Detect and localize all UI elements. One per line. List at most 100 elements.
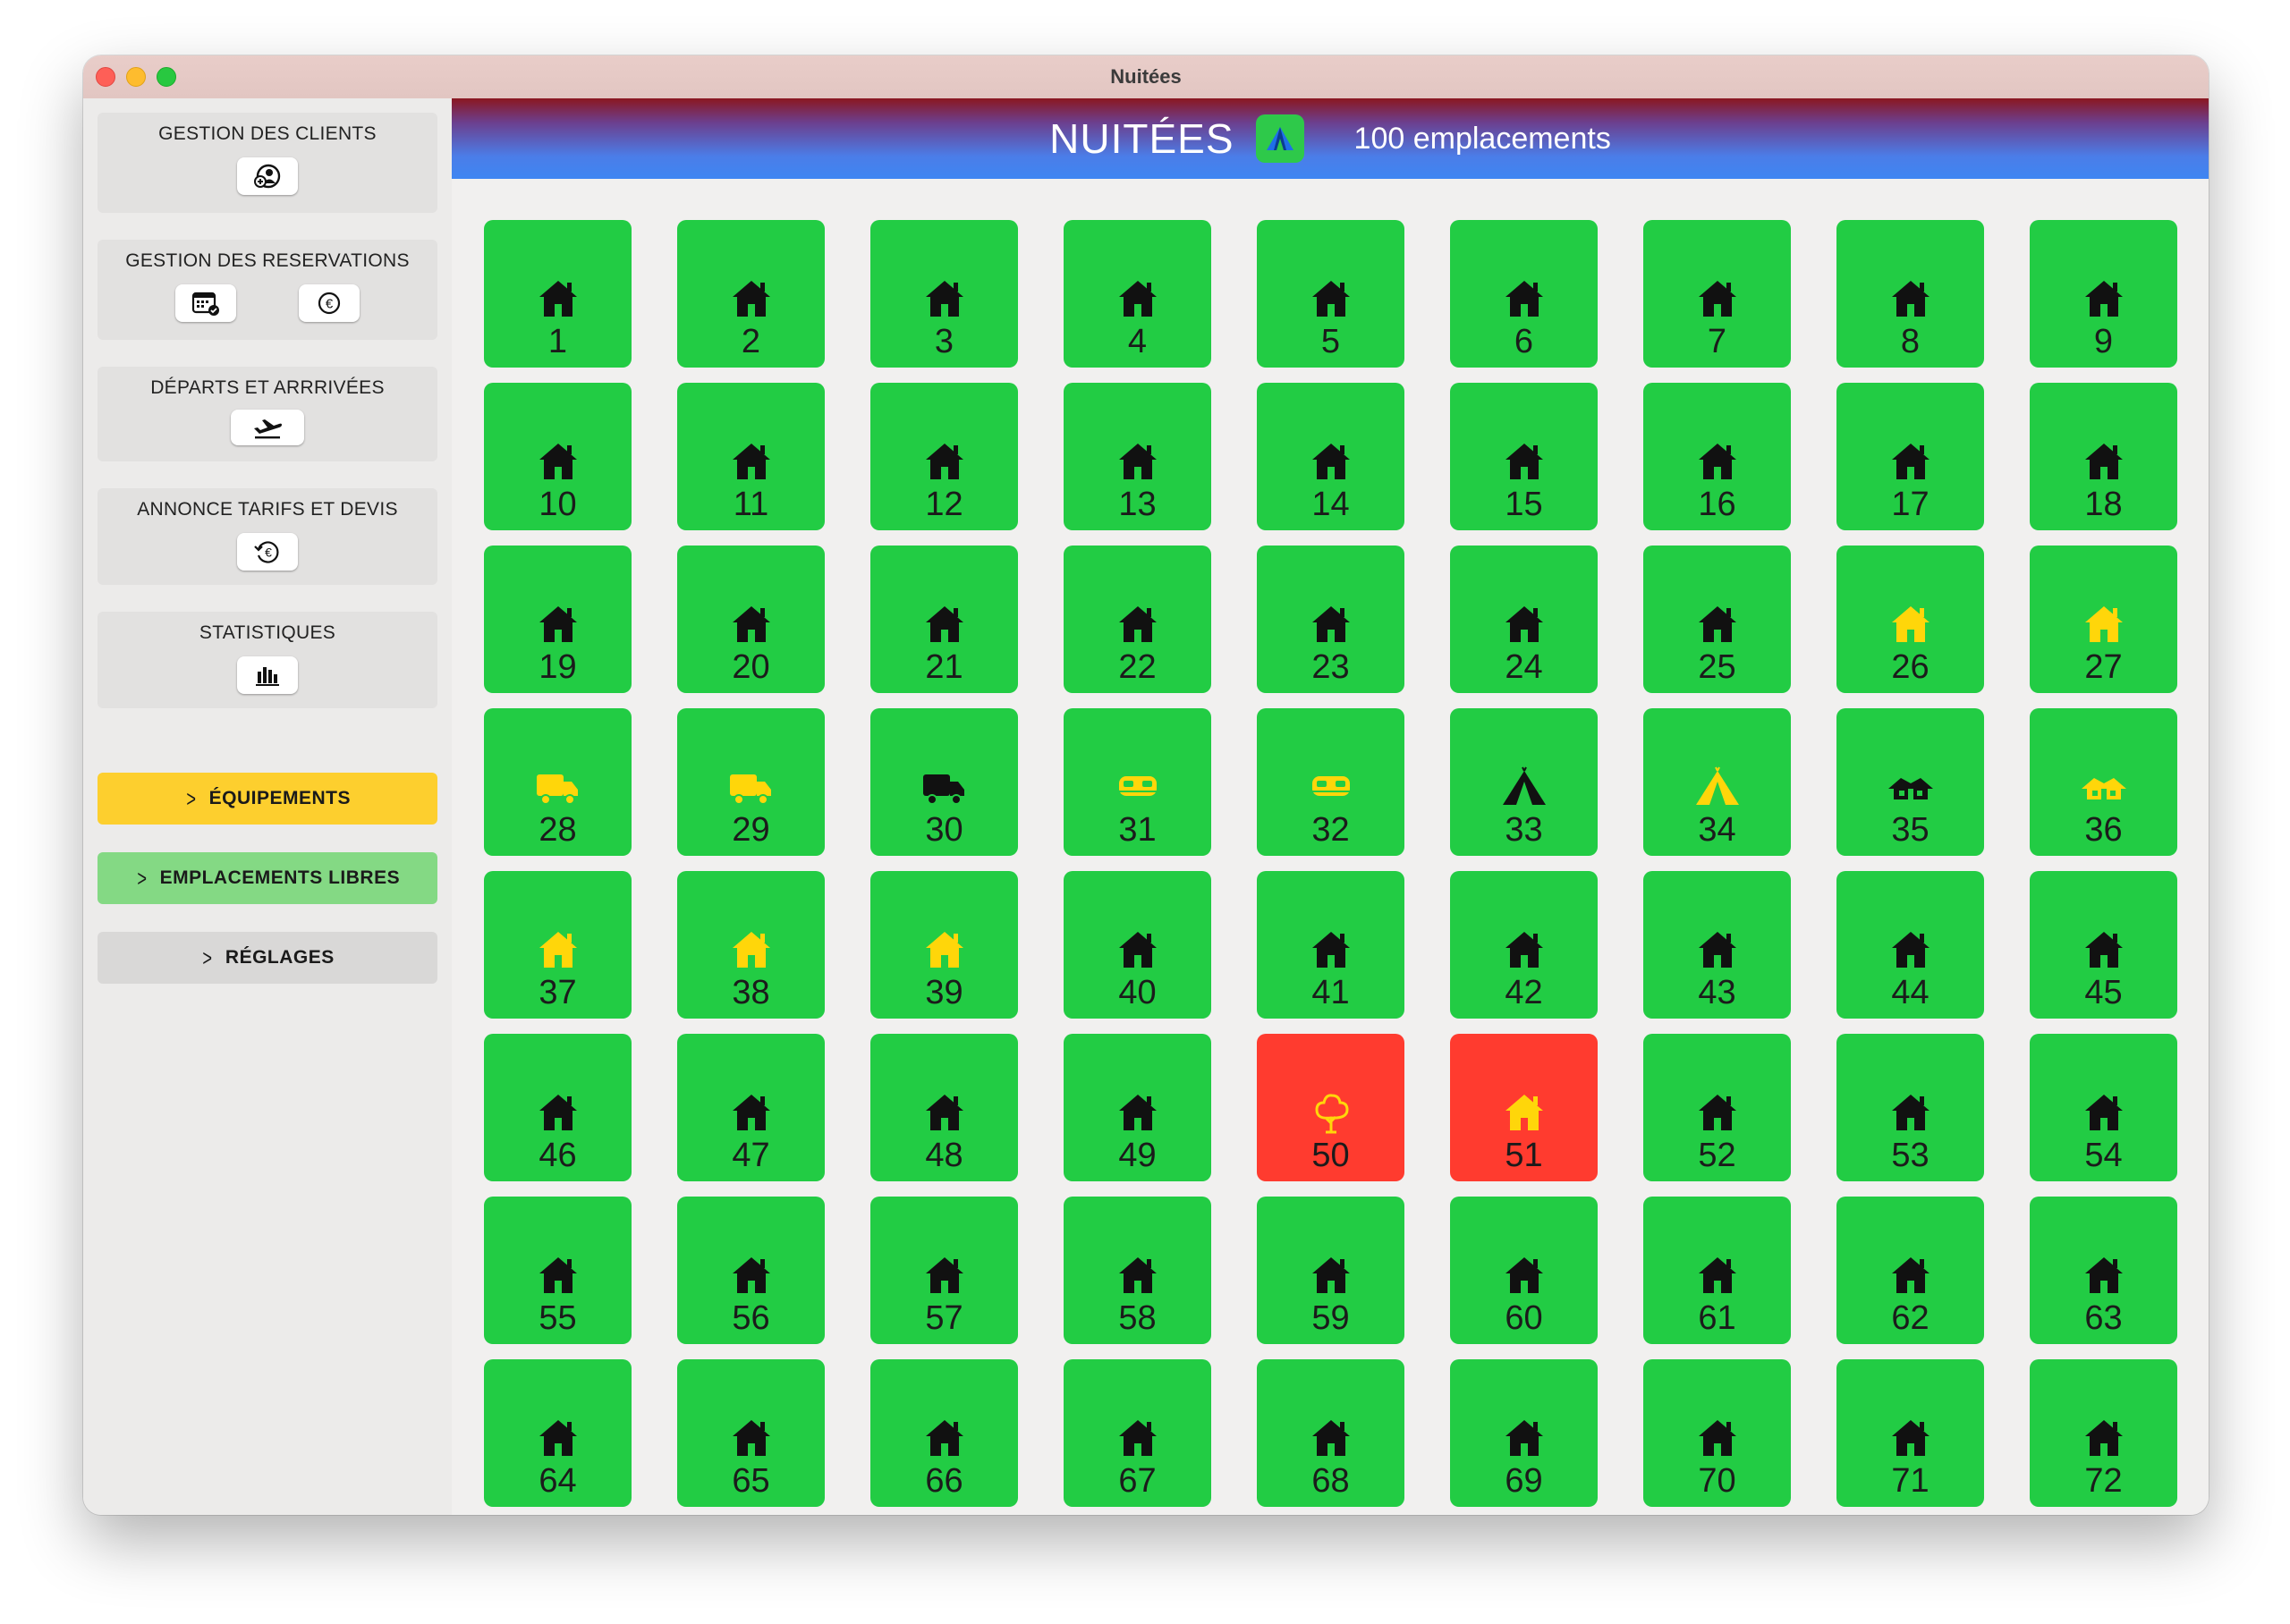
site-tile-46[interactable]: 46 <box>484 1034 632 1181</box>
header-banner: NUITÉES 100 emplacements <box>452 98 2209 179</box>
house-icon <box>1505 444 1543 479</box>
site-tile-37[interactable]: 37 <box>484 871 632 1019</box>
site-tile-49[interactable]: 49 <box>1064 1034 1211 1181</box>
site-tile-52[interactable]: 52 <box>1643 1034 1791 1181</box>
site-number: 15 <box>1505 486 1543 523</box>
equipements-button[interactable]: > ÉQUIPEMENTS <box>98 773 437 825</box>
site-number: 33 <box>1505 811 1543 849</box>
site-tile-25[interactable]: 25 <box>1643 546 1791 693</box>
site-tile-20[interactable]: 20 <box>677 546 825 693</box>
site-tile-31[interactable]: 31 <box>1064 708 1211 856</box>
site-tile-58[interactable]: 58 <box>1064 1197 1211 1344</box>
site-tile-28[interactable]: 28 <box>484 708 632 856</box>
site-tile-38[interactable]: 38 <box>677 871 825 1019</box>
site-tile-21[interactable]: 21 <box>870 546 1018 693</box>
site-tile-36[interactable]: 36 <box>2030 708 2177 856</box>
app-window: Nuitées GESTION DES CLIENTS GESTION D <box>83 55 2209 1515</box>
site-tile-15[interactable]: 15 <box>1450 383 1598 530</box>
site-tile-53[interactable]: 53 <box>1836 1034 1984 1181</box>
euro-button[interactable]: € <box>299 284 360 322</box>
emplacements-libres-button[interactable]: > EMPLACEMENTS LIBRES <box>98 852 437 904</box>
panel-reservations: GESTION DES RESERVATIONS € <box>98 240 437 340</box>
site-tile-13[interactable]: 13 <box>1064 383 1211 530</box>
site-tile-44[interactable]: 44 <box>1836 871 1984 1019</box>
site-tile-8[interactable]: 8 <box>1836 220 1984 368</box>
pricing-button[interactable]: € <box>237 533 298 571</box>
sidebar: GESTION DES CLIENTS GESTION DES RESERVAT… <box>83 98 452 1515</box>
departures-button[interactable] <box>231 410 304 445</box>
site-tile-4[interactable]: 4 <box>1064 220 1211 368</box>
site-tile-39[interactable]: 39 <box>870 871 1018 1019</box>
site-tile-7[interactable]: 7 <box>1643 220 1791 368</box>
site-tile-70[interactable]: 70 <box>1643 1359 1791 1507</box>
site-tile-51[interactable]: 51 <box>1450 1034 1598 1181</box>
site-tile-68[interactable]: 68 <box>1257 1359 1404 1507</box>
site-number: 69 <box>1505 1462 1543 1500</box>
site-tile-27[interactable]: 27 <box>2030 546 2177 693</box>
site-tile-41[interactable]: 41 <box>1257 871 1404 1019</box>
site-tile-16[interactable]: 16 <box>1643 383 1791 530</box>
site-tile-5[interactable]: 5 <box>1257 220 1404 368</box>
site-tile-19[interactable]: 19 <box>484 546 632 693</box>
site-tile-10[interactable]: 10 <box>484 383 632 530</box>
site-tile-54[interactable]: 54 <box>2030 1034 2177 1181</box>
site-tile-62[interactable]: 62 <box>1836 1197 1984 1344</box>
house-icon <box>1118 444 1157 479</box>
site-tile-12[interactable]: 12 <box>870 383 1018 530</box>
site-tile-35[interactable]: 35 <box>1836 708 1984 856</box>
site-tile-67[interactable]: 67 <box>1064 1359 1211 1507</box>
site-tile-2[interactable]: 2 <box>677 220 825 368</box>
site-tile-56[interactable]: 56 <box>677 1197 825 1344</box>
site-tile-32[interactable]: 32 <box>1257 708 1404 856</box>
site-tile-71[interactable]: 71 <box>1836 1359 1984 1507</box>
site-tile-9[interactable]: 9 <box>2030 220 2177 368</box>
clients-button[interactable] <box>237 157 298 195</box>
site-tile-1[interactable]: 1 <box>484 220 632 368</box>
tent-icon <box>1695 766 1739 805</box>
site-tile-59[interactable]: 59 <box>1257 1197 1404 1344</box>
site-tile-17[interactable]: 17 <box>1836 383 1984 530</box>
site-tile-26[interactable]: 26 <box>1836 546 1984 693</box>
site-tile-64[interactable]: 64 <box>484 1359 632 1507</box>
house-icon <box>732 606 770 642</box>
site-tile-42[interactable]: 42 <box>1450 871 1598 1019</box>
site-tile-69[interactable]: 69 <box>1450 1359 1598 1507</box>
site-number: 10 <box>539 486 577 523</box>
site-tile-23[interactable]: 23 <box>1257 546 1404 693</box>
close-window-button[interactable] <box>96 67 115 87</box>
site-tile-50[interactable]: 50 <box>1257 1034 1404 1181</box>
site-tile-29[interactable]: 29 <box>677 708 825 856</box>
site-number: 54 <box>2084 1137 2123 1174</box>
site-tile-48[interactable]: 48 <box>870 1034 1018 1181</box>
site-tile-3[interactable]: 3 <box>870 220 1018 368</box>
stats-button[interactable] <box>237 656 298 694</box>
site-tile-66[interactable]: 66 <box>870 1359 1018 1507</box>
site-tile-55[interactable]: 55 <box>484 1197 632 1344</box>
site-tile-18[interactable]: 18 <box>2030 383 2177 530</box>
site-tile-43[interactable]: 43 <box>1643 871 1791 1019</box>
site-number: 64 <box>539 1462 577 1500</box>
site-tile-72[interactable]: 72 <box>2030 1359 2177 1507</box>
site-tile-6[interactable]: 6 <box>1450 220 1598 368</box>
calendar-button[interactable] <box>175 284 236 322</box>
site-tile-33[interactable]: 33 <box>1450 708 1598 856</box>
site-tile-65[interactable]: 65 <box>677 1359 825 1507</box>
site-number: 3 <box>934 323 954 360</box>
site-tile-14[interactable]: 14 <box>1257 383 1404 530</box>
maximize-window-button[interactable] <box>157 67 176 87</box>
site-tile-11[interactable]: 11 <box>677 383 825 530</box>
reglages-button[interactable]: > RÉGLAGES <box>98 932 437 984</box>
house-icon <box>1118 932 1157 968</box>
minimize-window-button[interactable] <box>126 67 146 87</box>
site-tile-40[interactable]: 40 <box>1064 871 1211 1019</box>
site-tile-22[interactable]: 22 <box>1064 546 1211 693</box>
site-tile-63[interactable]: 63 <box>2030 1197 2177 1344</box>
site-tile-60[interactable]: 60 <box>1450 1197 1598 1344</box>
site-tile-34[interactable]: 34 <box>1643 708 1791 856</box>
site-tile-57[interactable]: 57 <box>870 1197 1018 1344</box>
site-tile-47[interactable]: 47 <box>677 1034 825 1181</box>
site-tile-61[interactable]: 61 <box>1643 1197 1791 1344</box>
site-tile-24[interactable]: 24 <box>1450 546 1598 693</box>
site-tile-30[interactable]: 30 <box>870 708 1018 856</box>
site-tile-45[interactable]: 45 <box>2030 871 2177 1019</box>
